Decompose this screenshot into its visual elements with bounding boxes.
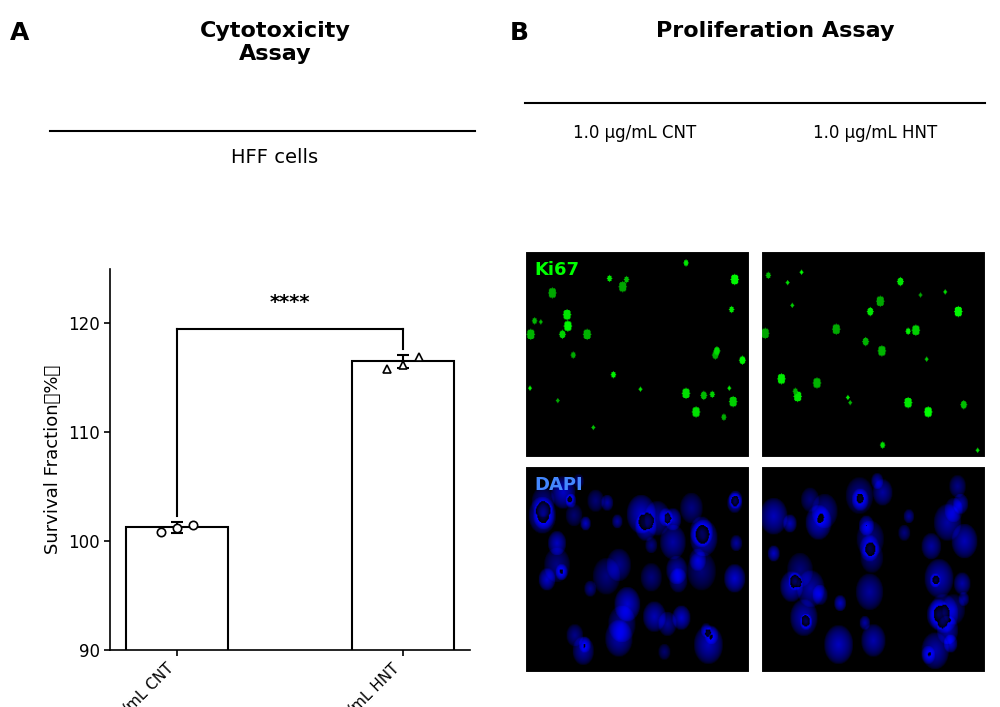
Text: HFF cells: HFF cells <box>231 148 319 168</box>
Text: DAPI: DAPI <box>534 476 583 494</box>
Text: B: B <box>510 21 529 45</box>
Text: 1.0 μg/mL CNT: 1.0 μg/mL CNT <box>573 124 697 141</box>
Text: Ki67: Ki67 <box>534 262 579 279</box>
Y-axis label: Survival Fraction（%）: Survival Fraction（%） <box>44 365 62 554</box>
Text: 1.0 μg/mL HNT: 1.0 μg/mL HNT <box>813 124 937 141</box>
Text: ****: **** <box>270 293 310 312</box>
Text: Cytotoxicity
Assay: Cytotoxicity Assay <box>200 21 350 64</box>
Bar <box>352 361 454 707</box>
Text: A: A <box>10 21 29 45</box>
Bar <box>126 527 228 707</box>
Text: Proliferation Assay: Proliferation Assay <box>656 21 894 41</box>
